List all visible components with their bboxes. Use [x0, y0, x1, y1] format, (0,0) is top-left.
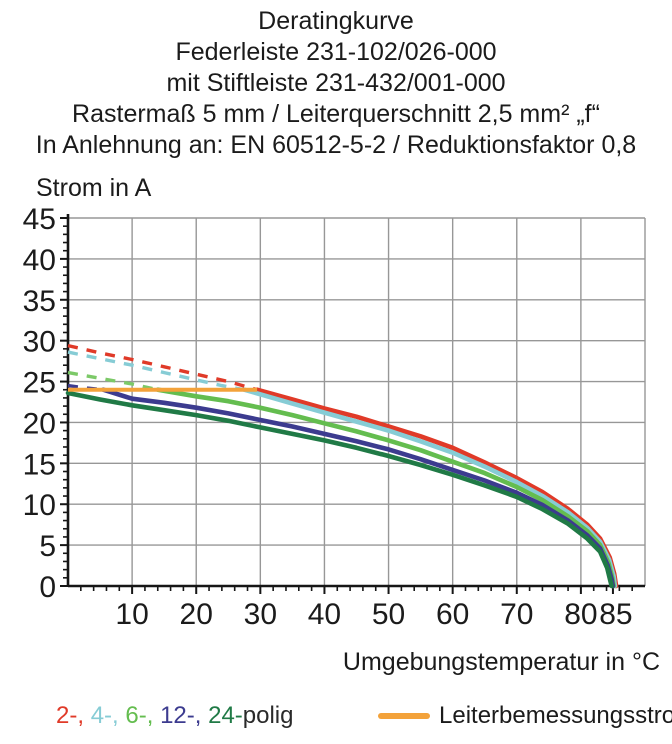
svg-text:Umgebungstemperatur in °C: Umgebungstemperatur in °C: [343, 648, 660, 676]
derating-chart: 10 20 30 40 50 60 70 80 85 0 5 10 15 20 25 30 35 40 45 Stro…: [0, 170, 672, 695]
svg-text:80: 80: [564, 598, 597, 631]
rated-current-label: Leiterbemessungsstrom: [439, 702, 672, 729]
chart-title: Deratingkurve: [258, 7, 414, 35]
chart-title-block: Deratingkurve Federleiste 231-102/026-00…: [0, 6, 672, 161]
derating-chart-svg: 10 20 30 40 50 60 70 80 85 0 5 10 15 20 25 30 35 40 45Stro…: [23, 174, 660, 676]
svg-text:50: 50: [372, 598, 405, 631]
svg-text:70: 70: [500, 598, 533, 631]
svg-text:0: 0: [39, 571, 56, 604]
chart-subtitle-male-connector: mit Stiftleiste 231-432/001-000: [166, 69, 506, 97]
rated-current-line-swatch: [378, 713, 430, 719]
svg-text:25: 25: [23, 367, 56, 400]
svg-text:45: 45: [23, 203, 56, 236]
svg-text:40: 40: [308, 598, 341, 631]
svg-text:20: 20: [180, 598, 213, 631]
chart-subtitle-pitch-conductor: Rastermaß 5 mm / Leiterquerschnitt 2,5 m…: [72, 100, 600, 128]
legend-pole-item: 4-,: [90, 702, 126, 729]
svg-text:60: 60: [436, 598, 469, 631]
svg-text:40: 40: [23, 244, 56, 277]
legend-pole-item: 6-,: [125, 702, 161, 729]
legend-pole-item: 12-,: [160, 702, 209, 729]
svg-text:15: 15: [23, 448, 56, 481]
svg-text:30: 30: [23, 326, 56, 359]
svg-text:35: 35: [23, 285, 56, 318]
svg-text:10: 10: [23, 489, 56, 522]
chart-subtitle-standard: In Anlehnung an: EN 60512-5-2 / Reduktio…: [35, 131, 637, 159]
legend-pole-item: 24-: [208, 702, 243, 729]
svg-text:5: 5: [39, 530, 56, 563]
legend-pole-counts: 2-, 4-, 6-, 12-, 24-polig: [56, 702, 294, 730]
legend-pole-item: polig: [242, 702, 294, 729]
chart-legend: 2-, 4-, 6-, 12-, 24-polig Leiterbemessun…: [0, 694, 672, 738]
legend-rated-current: Leiterbemessungsstrom: [378, 702, 672, 730]
chart-subtitle-female-connector: Federleiste 231-102/026-000: [175, 38, 497, 66]
legend-pole-item: 2-,: [56, 702, 91, 729]
svg-text:20: 20: [23, 407, 56, 440]
svg-text:30: 30: [244, 598, 277, 631]
svg-text:10: 10: [115, 598, 148, 631]
svg-text:85: 85: [599, 598, 632, 631]
svg-text:Strom in A: Strom in A: [36, 174, 152, 202]
